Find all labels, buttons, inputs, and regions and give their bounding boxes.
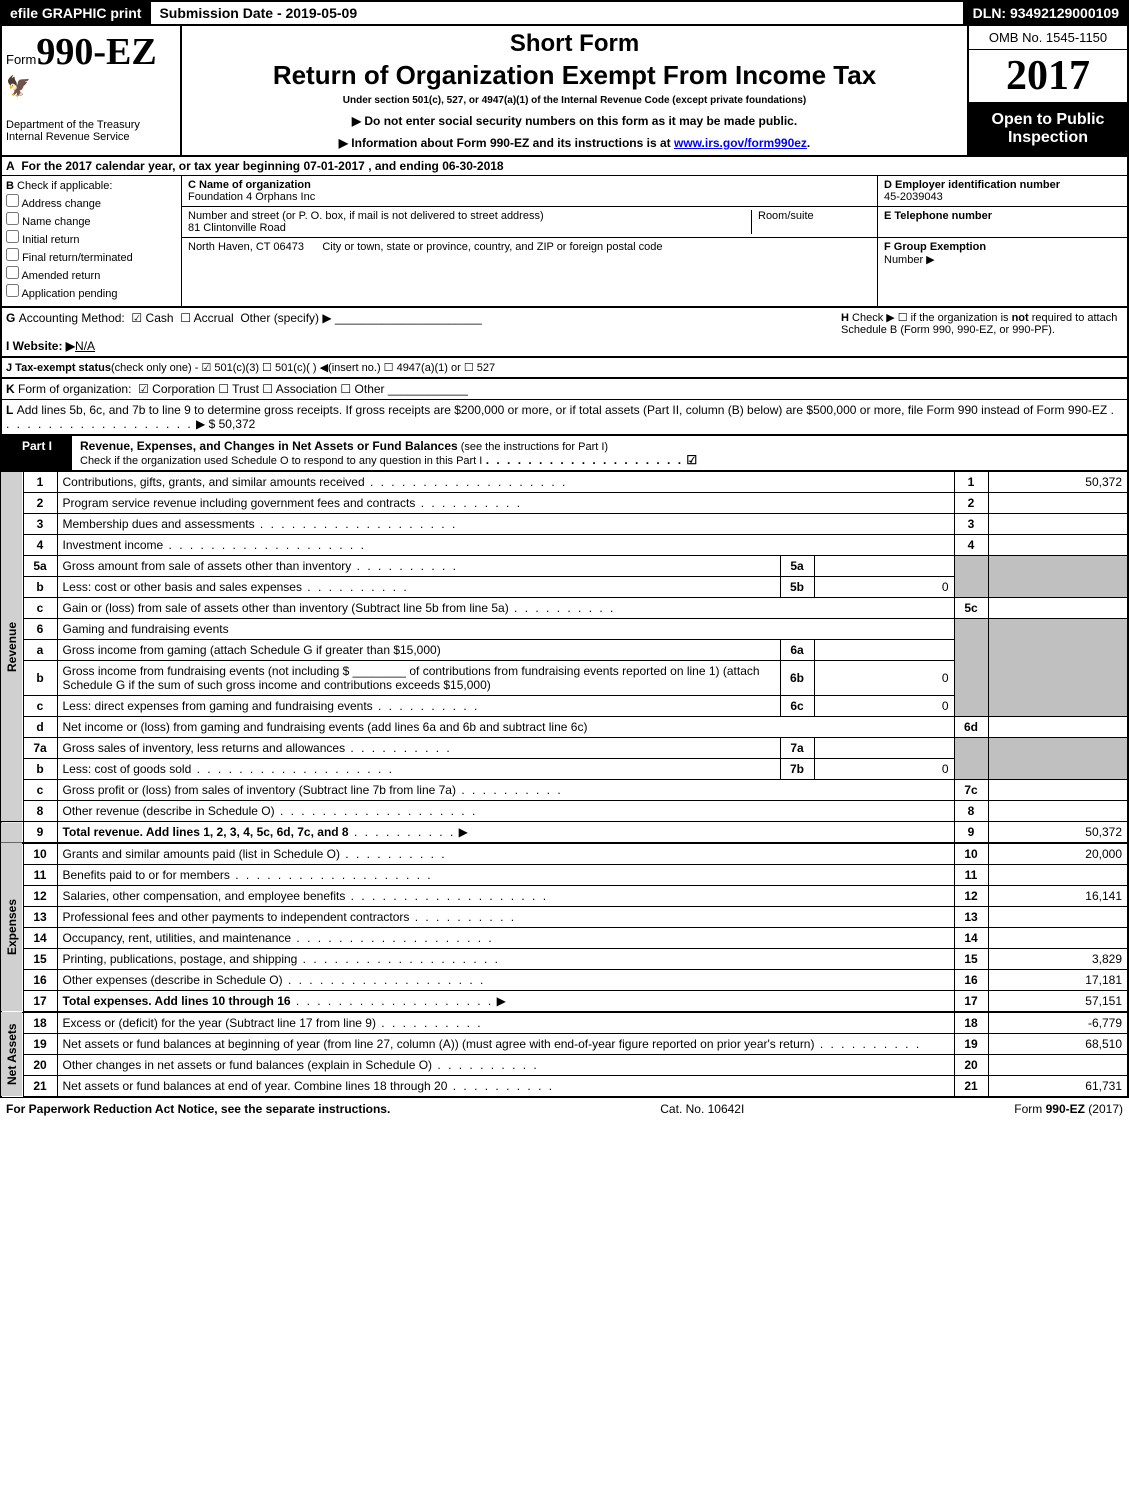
page-footer: For Paperwork Reduction Act Notice, see … (0, 1098, 1129, 1120)
part-1-header: Part I Revenue, Expenses, and Changes in… (0, 436, 1129, 471)
section-b-checkboxes: B Check if applicable: Address change Na… (2, 176, 182, 306)
form-header: Form990-EZ 🦅 Department of the Treasury … (0, 26, 1129, 157)
top-bar: efile GRAPHIC print Submission Date - 20… (0, 0, 1129, 26)
dept-treasury: Department of the Treasury (6, 119, 176, 131)
line-9-total-revenue: 50,372 (988, 822, 1128, 844)
row-h-schedule-b: H Check ▶ ☐ if the organization is not r… (833, 311, 1123, 353)
chk-initial-return[interactable]: Initial return (6, 230, 177, 246)
chk-address-change[interactable]: Address change (6, 194, 177, 210)
line-16-amount: 17,181 (988, 970, 1128, 991)
under-section-text: Under section 501(c), 527, or 4947(a)(1)… (192, 95, 957, 106)
revenue-tab: Revenue (1, 472, 23, 822)
part-1-title: Revenue, Expenses, and Changes in Net As… (80, 439, 458, 453)
chk-amended-return[interactable]: Amended return (6, 266, 177, 282)
part-1-check-text: Check if the organization used Schedule … (80, 455, 482, 467)
row-l-gross-receipts: L Add lines 5b, 6c, and 7b to line 9 to … (0, 400, 1129, 436)
group-exemption-number: Number ▶ (884, 254, 935, 266)
net-assets-tab: Net Assets (1, 1012, 23, 1097)
short-form-title: Short Form (192, 30, 957, 58)
line-10-amount: 20,000 (988, 843, 1128, 865)
addr-value: 81 Clintonville Road (188, 222, 286, 234)
chk-application-pending[interactable]: Application pending (6, 284, 177, 300)
entity-block: B Check if applicable: Address change Na… (0, 176, 1129, 308)
cat-number: Cat. No. 10642I (660, 1102, 744, 1116)
irs-label: Internal Revenue Service (6, 131, 176, 143)
line-7b-amount: 0 (814, 759, 954, 780)
line-18-amount: -6,779 (988, 1012, 1128, 1034)
form-number: 990-EZ (36, 31, 156, 73)
tax-year: 2017 (969, 50, 1127, 103)
expenses-tab: Expenses (1, 843, 23, 1012)
line-21-amount: 61,731 (988, 1076, 1128, 1098)
row-a-tax-year: A For the 2017 calendar year, or tax yea… (0, 157, 1129, 176)
omb-number: OMB No. 1545-1150 (969, 26, 1127, 50)
row-k-org-form: K Form of organization: ☑ Corporation ☐ … (0, 379, 1129, 400)
ssn-warning: ▶ Do not enter social security numbers o… (192, 114, 957, 128)
line-5b-amount: 0 (814, 577, 954, 598)
chk-name-change[interactable]: Name change (6, 212, 177, 228)
form-prefix: Form (6, 52, 36, 67)
form-footer-label: Form 990-EZ (2017) (1014, 1102, 1123, 1116)
ein-value: 45-2039043 (884, 191, 943, 203)
org-name-label: C Name of organization (188, 179, 311, 191)
city-label: City or town, state or province, country… (322, 241, 662, 253)
line-6b-amount: 0 (814, 661, 954, 696)
part-1-label: Part I (2, 436, 72, 470)
line-15-amount: 3,829 (988, 949, 1128, 970)
section-c-org: C Name of organization Foundation 4 Orph… (182, 176, 877, 306)
line-17-total-expenses: 57,151 (988, 991, 1128, 1013)
addr-label: Number and street (or P. O. box, if mail… (188, 210, 544, 222)
phone-label: E Telephone number (884, 210, 992, 222)
pra-notice: For Paperwork Reduction Act Notice, see … (6, 1102, 390, 1116)
part-1-table: Revenue 1 Contributions, gifts, grants, … (0, 471, 1129, 1098)
chk-final-return[interactable]: Final return/terminated (6, 248, 177, 264)
line-19-amount: 68,510 (988, 1034, 1128, 1055)
website-value: N/A (75, 339, 95, 353)
org-name-value: Foundation 4 Orphans Inc (188, 191, 315, 203)
irs-link[interactable]: www.irs.gov/form990ez (674, 136, 807, 150)
open-to-public-badge: Open to Public Inspection (969, 103, 1127, 155)
row-g-accounting: G Accounting Method: ☑ Cash ☐ Accrual Ot… (0, 308, 1129, 358)
section-def: D Employer identification number 45-2039… (877, 176, 1127, 306)
dln-label: DLN: 93492129000109 (965, 2, 1127, 24)
line-6c-amount: 0 (814, 696, 954, 717)
submission-date: Submission Date - 2019-05-09 (151, 2, 964, 24)
city-value: North Haven, CT 06473 (188, 241, 304, 253)
efile-print-button[interactable]: efile GRAPHIC print (2, 2, 151, 24)
ein-label: D Employer identification number (884, 179, 1060, 191)
row-j-tax-exempt: J Tax-exempt status(check only one) - ☑ … (0, 358, 1129, 379)
group-exemption-label: F Group Exemption (884, 241, 986, 253)
room-suite-label: Room/suite (758, 210, 814, 222)
return-title: Return of Organization Exempt From Incom… (192, 60, 957, 91)
instructions-line: ▶ Information about Form 990-EZ and its … (192, 136, 957, 150)
line-1-amount: 50,372 (988, 472, 1128, 493)
treasury-seal-icon: 🦅 (6, 74, 176, 99)
gross-receipts-amount: ▶ $ 50,372 (196, 417, 255, 431)
line-12-amount: 16,141 (988, 886, 1128, 907)
